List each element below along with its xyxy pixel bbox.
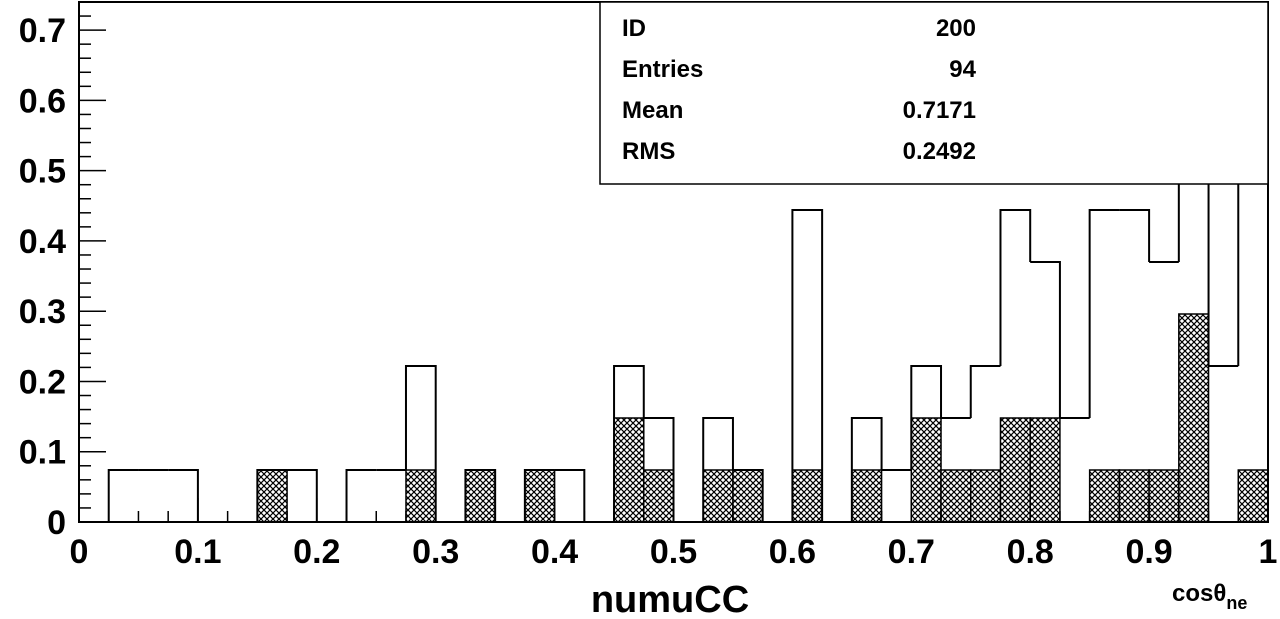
stats-box: ID 200 Entries 94 Mean 0.7171 RMS 0.2492 [599, 1, 1269, 185]
x-tick-label: 0.6 [769, 533, 816, 571]
stats-value: 0.7171 [903, 97, 976, 124]
corner-axis-label-sub: ne [1226, 593, 1247, 613]
stats-label: Entries [622, 56, 703, 83]
x-tick-label: 0.1 [174, 533, 221, 571]
outline-bin [643, 417, 675, 522]
y-tick-label: 0.4 [19, 223, 66, 261]
x-axis-label: numuCC [591, 579, 749, 619]
outline-bin [999, 209, 1032, 366]
hatched-bar [851, 469, 883, 523]
hatched-bar [1088, 469, 1121, 523]
stats-value: 200 [936, 15, 976, 42]
outline-bin [287, 469, 318, 522]
outline-bin [554, 469, 586, 522]
hatched-bar [702, 469, 734, 523]
y-axis-ticks: 0 0.1 0.2 0.3 0.4 0.5 0.6 0.7 [19, 1, 106, 542]
outline-bin [1088, 209, 1120, 418]
outline-bin [850, 417, 883, 522]
outline-bin [345, 469, 377, 522]
outline-bin [969, 365, 1001, 418]
x-tick-label: 0.7 [888, 533, 935, 571]
stats-label: ID [622, 15, 646, 42]
hatched-bar [1029, 417, 1061, 523]
outline-bin [1030, 261, 1061, 418]
hatched-bar [1178, 313, 1210, 523]
x-axis-ticks: 0 0.1 0.2 0.3 0.4 0.5 0.6 0.7 0.8 0.9 1 [70, 498, 1278, 571]
outline-bin [256, 469, 288, 522]
stats-label: RMS [622, 138, 675, 165]
hatched-bar [1148, 469, 1180, 523]
hatched-bar [910, 417, 942, 523]
hatched-bar [970, 469, 1002, 523]
x-tick-label: 0.5 [650, 533, 697, 571]
hatched-bar [1118, 469, 1150, 523]
y-tick-label: 0.3 [19, 293, 66, 331]
hatched-bar [613, 417, 645, 523]
y-tick-label: 0 [47, 504, 66, 542]
hatched-bar [464, 469, 496, 523]
outline-bin [702, 417, 734, 522]
stats-value: 94 [949, 56, 976, 83]
hatched-bar [940, 469, 972, 523]
outline-bin [404, 365, 437, 522]
x-tick-label: 0.4 [531, 533, 578, 571]
corner-axis-label: cosθne [1172, 580, 1247, 613]
outline-bin [107, 469, 139, 522]
hatched-bar [1237, 469, 1269, 523]
hatched-bar [999, 417, 1031, 523]
corner-axis-label-main: cosθ [1172, 580, 1226, 607]
outline-bin [732, 469, 764, 522]
y-tick-label: 0.6 [19, 82, 66, 120]
x-tick-label: 0.8 [1007, 533, 1054, 571]
hatched-bar [256, 469, 288, 523]
hatched-bar [791, 469, 823, 523]
outline-bin [523, 469, 555, 522]
stats-value: 0.2492 [903, 138, 976, 165]
hatched-bar [524, 469, 556, 523]
x-tick-label: 0.9 [1125, 533, 1172, 571]
hatched-bar [732, 469, 764, 523]
y-tick-label: 0.1 [19, 434, 66, 472]
y-tick-label: 0.2 [19, 363, 66, 401]
x-tick-label: 0.2 [293, 533, 340, 571]
stats-label: Mean [622, 97, 683, 124]
stats-box-border [599, 1, 1269, 185]
outline-bin [464, 469, 497, 522]
hatched-bar [405, 469, 437, 523]
outline-bin [791, 209, 824, 522]
x-tick-label: 0.3 [412, 533, 459, 571]
outline-bin [910, 365, 943, 470]
outline-bin [613, 365, 645, 522]
hatched-bar [643, 469, 675, 523]
outline-bin [1237, 156, 1269, 522]
y-tick-label: 0.7 [19, 12, 66, 50]
x-tick-label: 1 [1259, 533, 1278, 571]
outline-bin [168, 469, 199, 522]
outline-bin [1119, 209, 1151, 262]
y-tick-label: 0.5 [19, 153, 66, 191]
x-tick-label: 0 [70, 533, 89, 571]
